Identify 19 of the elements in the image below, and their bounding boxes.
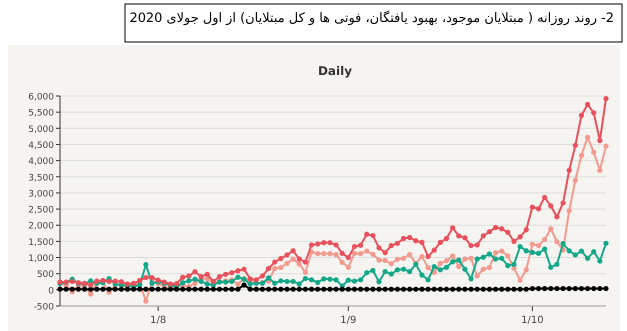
y-tick-label: 3,000 <box>28 189 54 200</box>
y-tick-label: 1,500 <box>28 238 54 248</box>
y-tick-label: 5,000 <box>28 124 54 135</box>
y-tick-label: 2,500 <box>28 206 54 216</box>
title: 2- روند روزانه ( مبتلایان موجود، بهبود یافتگان، فوتی ها و کل مبتلایان) از اول جولای 2020 <box>129 11 614 26</box>
y-tick-label: 5,500 <box>28 108 54 119</box>
x-tick-label: 1/9 <box>340 315 356 326</box>
x-tick-label: 1/8 <box>150 315 166 326</box>
y-tick-label: 2,000 <box>28 222 54 232</box>
y-tick-label: 3,500 <box>28 173 54 184</box>
y-tick-label: 4,000 <box>28 157 54 168</box>
subtitle: Daily <box>318 64 352 78</box>
y-tick-label: 4,500 <box>28 140 54 151</box>
y-tick-label: 0 <box>48 286 54 296</box>
y-tick-label: 6,000 <box>28 92 54 102</box>
x-tick-label: 1/10 <box>521 315 544 326</box>
y-tick-label: -500 <box>34 302 54 312</box>
y-tick-label: 500 <box>36 270 54 280</box>
y-tick-label: 1,000 <box>28 254 54 264</box>
